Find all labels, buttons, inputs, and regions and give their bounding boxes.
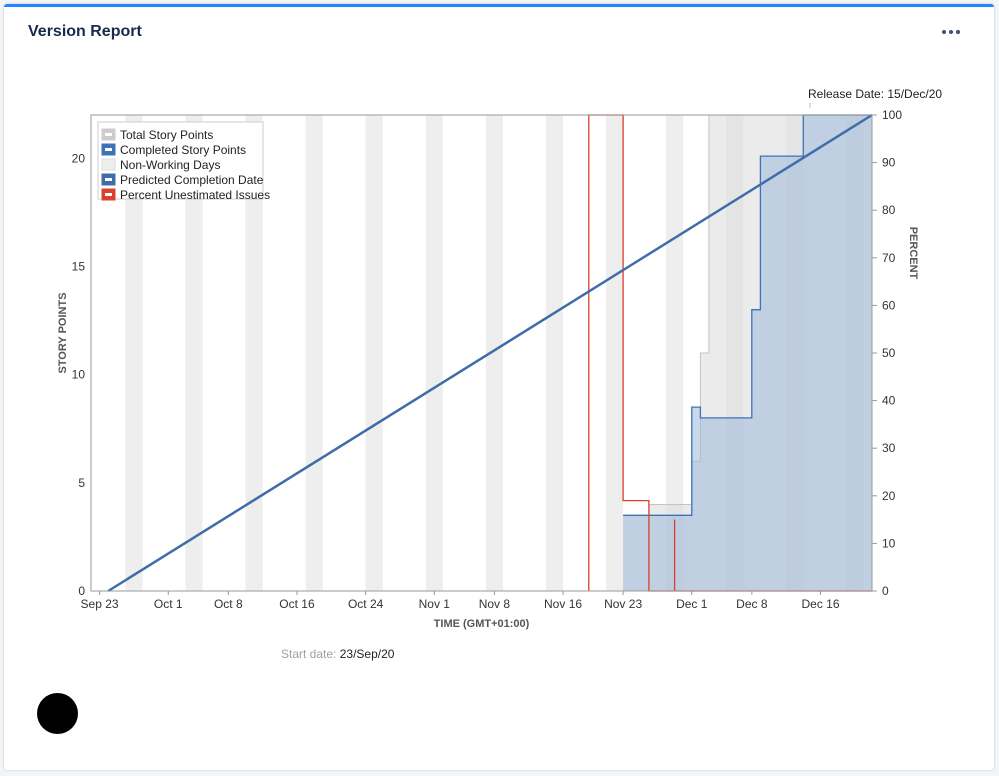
y2-tick-label: 50 [882, 346, 896, 360]
x-tick-label: Oct 1 [154, 597, 183, 611]
completed-story-points-line [623, 114, 872, 516]
x-tick-label: Dec 8 [736, 597, 768, 611]
x-tick-label: Oct 24 [348, 597, 384, 611]
page-title: Version Report [28, 23, 142, 40]
y2-axis-title: PERCENT [907, 227, 919, 280]
completed-story-points-area [623, 115, 872, 591]
version-report-chart: Sep 23 Oct 1 Oct 8 Oct 16 Oct 24 Nov 1 Nov 8 No… [57, 87, 942, 630]
release-date-label: Release Date: 15/Dec/20 [808, 87, 942, 101]
legend-label: Predicted Completion Date [120, 173, 264, 187]
legend-label: Total Story Points [120, 128, 213, 142]
non-working-day-band [125, 115, 143, 591]
y-tick-label: 15 [72, 259, 86, 273]
y2-tick-label: 70 [882, 251, 896, 265]
x-axis-title: TIME (GMT+01:00) [434, 618, 530, 630]
y-tick-label: 5 [78, 476, 85, 490]
avatar[interactable] [37, 693, 78, 734]
legend-label: Completed Story Points [120, 143, 246, 157]
start-date-label: Start date: [281, 647, 337, 661]
x-tick-label: Nov 23 [604, 597, 642, 611]
non-working-day-band [425, 115, 443, 591]
legend-box [97, 121, 264, 200]
y-axis-title: STORY POINTS [57, 292, 69, 373]
y2-tick-label: 60 [882, 298, 896, 312]
x-tick-label: Nov 16 [544, 597, 582, 611]
dot [942, 30, 946, 34]
start-date-value: 23/Sep/20 [339, 647, 395, 661]
y2-tick-label: 100 [882, 108, 902, 122]
legend-label: Percent Unestimated Issues [120, 188, 270, 202]
non-working-day-band [245, 115, 263, 591]
start-date: Start date: 23/Sep/20 [281, 647, 394, 661]
x-tick-label: Dec 16 [801, 597, 839, 611]
y-tick-label: 0 [78, 584, 85, 598]
y-tick-label: 20 [72, 151, 86, 165]
legend-swatch-mark [105, 133, 112, 136]
legend-swatch [101, 158, 116, 171]
x-tick-label: Oct 8 [214, 597, 243, 611]
y2-tick-label: 40 [882, 394, 896, 408]
y2-tick-label: 90 [882, 156, 896, 170]
y2-tick-label: 10 [882, 536, 896, 550]
x-tick-label: Nov 1 [419, 597, 451, 611]
legend-swatch-mark [105, 178, 112, 181]
card-accent-bar [4, 4, 994, 7]
legend-swatch-mark [105, 193, 112, 196]
y2-tick-label: 0 [882, 584, 889, 598]
non-working-day-band [305, 115, 323, 591]
x-tick-label: Nov 8 [479, 597, 511, 611]
y2-tick-label: 20 [882, 489, 896, 503]
x-tick-label: Oct 16 [279, 597, 315, 611]
y2-tick-label: 30 [882, 441, 896, 455]
non-working-day-band [185, 115, 203, 591]
non-working-day-band [545, 115, 564, 591]
y2-tick-label: 80 [882, 203, 896, 217]
legend-swatch-mark [105, 148, 112, 151]
version-report-card: Version Report Sep 23 Oct 1 Oct 8 Oct 16 Oct… [4, 4, 994, 770]
legend-label: Non-Working Days [120, 158, 220, 172]
non-working-day-band [365, 115, 383, 591]
x-tick-label: Sep 23 [81, 597, 119, 611]
y-tick-label: 10 [72, 368, 86, 382]
predicted-completion-line [107, 113, 873, 593]
x-tick-label: Dec 1 [676, 597, 708, 611]
dot [956, 30, 960, 34]
more-actions-icon[interactable] [938, 21, 964, 43]
non-working-day-band [605, 115, 624, 591]
dot [949, 30, 953, 34]
non-working-day-band [485, 115, 503, 591]
